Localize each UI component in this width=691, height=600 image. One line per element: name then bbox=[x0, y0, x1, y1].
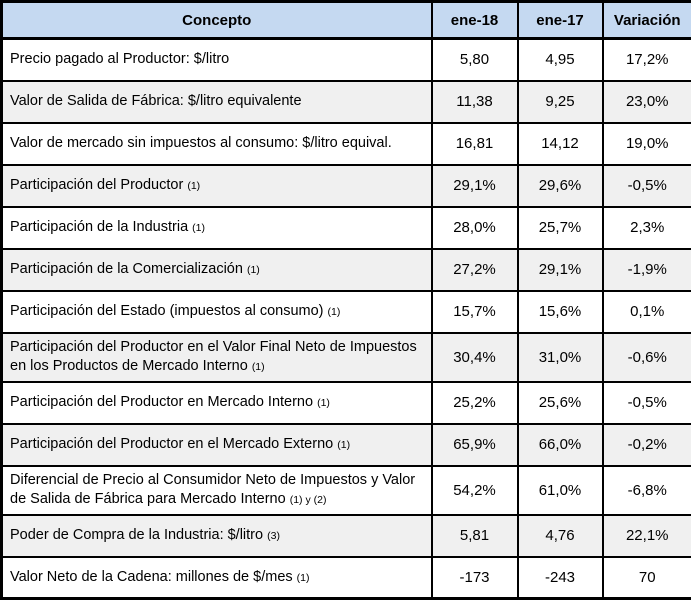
table-body: Precio pagado al Productor: $/litro 5,80 4… bbox=[0, 37, 691, 600]
concepto-cell: Valor Neto de la Cadena: millones de $/m… bbox=[0, 555, 433, 600]
ene17-cell: 29,6% bbox=[516, 163, 604, 208]
table-row: Participación del Productor en el Mercad… bbox=[0, 422, 691, 467]
footnote-ref: (1) bbox=[296, 571, 310, 584]
ene18-cell: 16,81 bbox=[430, 121, 519, 166]
concepto-cell: Participación del Productor (1) bbox=[0, 163, 433, 208]
variacion-cell: -0,5% bbox=[601, 380, 691, 425]
header-variacion: Variación bbox=[601, 0, 691, 40]
ene18-cell: 11,38 bbox=[430, 79, 519, 124]
ene18-cell: 29,1% bbox=[430, 163, 519, 208]
variacion-cell: 19,0% bbox=[601, 121, 691, 166]
footnote-ref: (1) bbox=[251, 361, 265, 374]
ene18-cell: 15,7% bbox=[430, 289, 519, 334]
footnote-ref: (1) bbox=[317, 396, 330, 409]
ene17-cell: 61,0% bbox=[516, 464, 604, 516]
ene17-cell: 25,6% bbox=[516, 380, 604, 425]
variacion-cell: -6,8% bbox=[601, 464, 691, 516]
ene18-cell: 65,9% bbox=[430, 422, 519, 467]
concepto-cell: Participación del Estado (impuestos al c… bbox=[0, 289, 433, 334]
ene18-cell: 54,2% bbox=[430, 464, 519, 516]
header-row: Concepto ene-18 ene-17 Variación bbox=[0, 0, 691, 40]
variacion-cell: -1,9% bbox=[601, 247, 691, 292]
table-row: Participación de la Industria (1) 28,0% 25… bbox=[0, 205, 691, 250]
table-row: Valor Neto de la Cadena: millones de $/m… bbox=[0, 555, 691, 600]
ene17-cell: 4,76 bbox=[516, 513, 604, 558]
header-ene18: ene-18 bbox=[430, 0, 519, 40]
ene17-cell: 4,95 bbox=[516, 37, 604, 82]
concepto-cell: Poder de Compra de la Industria: $/litro… bbox=[0, 513, 433, 558]
ene17-cell: 31,0% bbox=[516, 331, 604, 383]
table-row: Participación del Estado (impuestos al c… bbox=[0, 289, 691, 334]
concepto-cell: Precio pagado al Productor: $/litro bbox=[0, 37, 433, 82]
footnote-ref: (1) bbox=[246, 263, 260, 276]
ene18-cell: -173 bbox=[430, 555, 519, 600]
table-row: Participación del Productor en Mercado I… bbox=[0, 380, 691, 425]
table-row: Diferencial de Precio al Consumidor Neto… bbox=[0, 464, 691, 516]
ene18-cell: 27,2% bbox=[430, 247, 519, 292]
concepto-cell: Participación del Productor en el Mercad… bbox=[0, 422, 433, 467]
ene18-cell: 5,81 bbox=[430, 513, 519, 558]
table-row: Precio pagado al Productor: $/litro 5,80 4… bbox=[0, 37, 691, 82]
concepto-cell: Participación de la Industria (1) bbox=[0, 205, 433, 250]
ene17-cell: 15,6% bbox=[516, 289, 604, 334]
concepto-cell: Valor de Salida de Fábrica: $/litro equi… bbox=[0, 79, 433, 124]
ene18-cell: 5,80 bbox=[430, 37, 519, 82]
variacion-cell: -0,6% bbox=[601, 331, 691, 383]
variacion-cell: -0,5% bbox=[601, 163, 691, 208]
table-row: Valor de mercado sin impuestos al consum… bbox=[0, 121, 691, 166]
variacion-cell: 17,2% bbox=[601, 37, 691, 82]
concepto-cell: Diferencial de Precio al Consumidor Neto… bbox=[0, 464, 433, 516]
table-row: Participación del Productor (1) 29,1% 29,6… bbox=[0, 163, 691, 208]
variacion-cell: 22,1% bbox=[601, 513, 691, 558]
table-header: Concepto ene-18 ene-17 Variación bbox=[0, 0, 691, 40]
variacion-cell: 2,3% bbox=[601, 205, 691, 250]
footnote-ref: (3) bbox=[267, 529, 280, 542]
ene17-cell: -243 bbox=[516, 555, 604, 600]
ene18-cell: 30,4% bbox=[430, 331, 519, 383]
variacion-cell: 23,0% bbox=[601, 79, 691, 124]
ene17-cell: 14,12 bbox=[516, 121, 604, 166]
concepto-cell: Participación de la Comercialización (1) bbox=[0, 247, 433, 292]
table-row: Poder de Compra de la Industria: $/litro… bbox=[0, 513, 691, 558]
footnote-ref: (1) bbox=[192, 221, 205, 234]
ene17-cell: 66,0% bbox=[516, 422, 604, 467]
table-row: Participación de la Comercialización (1)… bbox=[0, 247, 691, 292]
footnote-ref: (1) bbox=[327, 305, 341, 318]
table-row: Valor de Salida de Fábrica: $/litro equi… bbox=[0, 79, 691, 124]
ene18-cell: 25,2% bbox=[430, 380, 519, 425]
table-row: Participación del Productor en el Valor … bbox=[0, 331, 691, 383]
ene17-cell: 9,25 bbox=[516, 79, 604, 124]
variacion-cell: 0,1% bbox=[601, 289, 691, 334]
concepto-cell: Valor de mercado sin impuestos al consum… bbox=[0, 121, 433, 166]
ene17-cell: 25,7% bbox=[516, 205, 604, 250]
variacion-cell: 70 bbox=[601, 555, 691, 600]
header-concepto: Concepto bbox=[0, 0, 433, 40]
concepto-cell: Participación del Productor en el Valor … bbox=[0, 331, 433, 383]
footnote-ref: (1) y (2) bbox=[289, 494, 327, 507]
footnote-ref: (1) bbox=[187, 179, 201, 192]
header-ene17: ene-17 bbox=[516, 0, 604, 40]
ene18-cell: 28,0% bbox=[430, 205, 519, 250]
concepto-cell: Participación del Productor en Mercado I… bbox=[0, 380, 433, 425]
footnote-ref: (1) bbox=[337, 438, 351, 451]
ene17-cell: 29,1% bbox=[516, 247, 604, 292]
variacion-cell: -0,2% bbox=[601, 422, 691, 467]
